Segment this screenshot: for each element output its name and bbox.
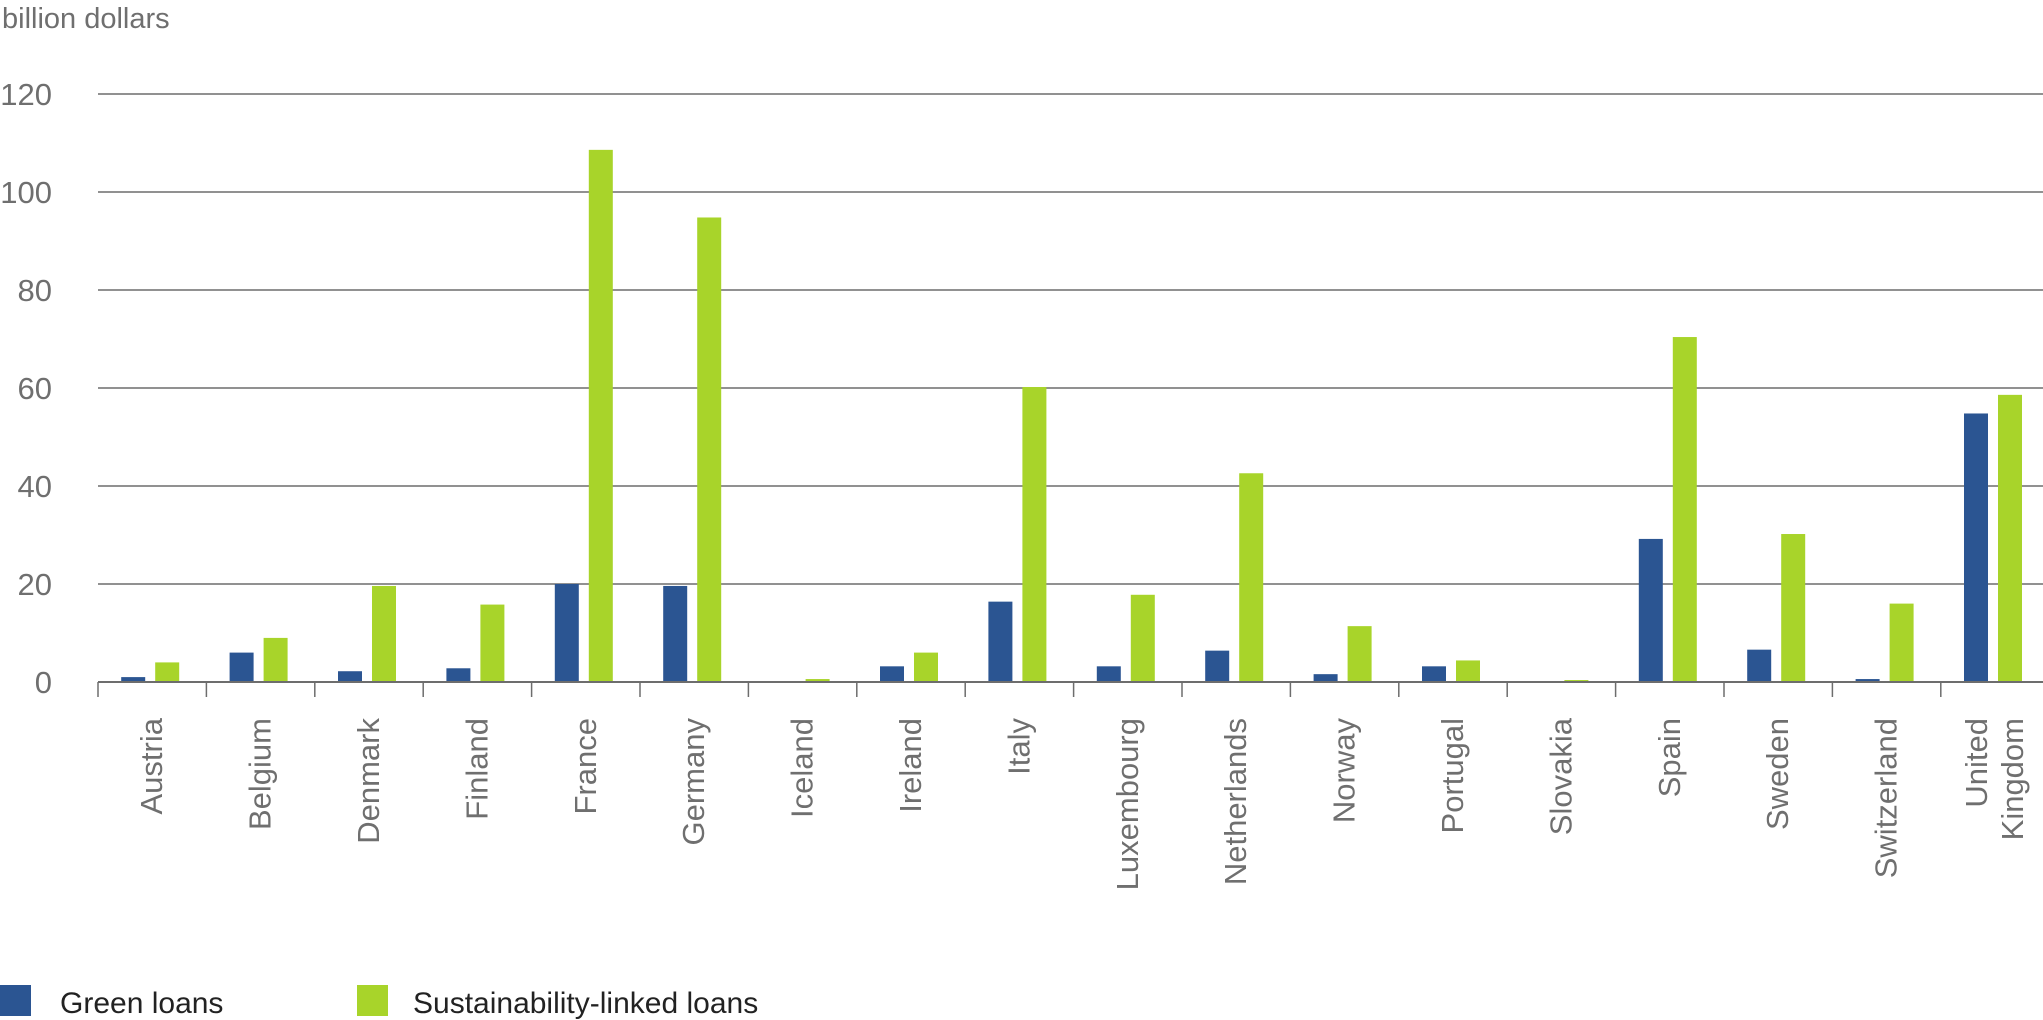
x-category-label: Luxembourg — [1110, 718, 1145, 890]
x-category-label-line: Sweden — [1760, 718, 1795, 830]
gridlines — [98, 93, 2043, 585]
bar-sustainability-linked-loans — [1672, 337, 1697, 682]
x-category-label: Ireland — [893, 718, 928, 813]
bar-green-loans — [988, 601, 1013, 682]
x-category-label-line: Luxembourg — [1110, 718, 1145, 890]
bars — [121, 149, 2022, 683]
bar-sustainability-linked-loans — [1130, 594, 1155, 682]
x-category-label: Belgium — [243, 718, 278, 830]
bar-green-loans — [554, 584, 579, 682]
x-category-label: Germany — [676, 718, 711, 846]
bar-sustainability-linked-loans — [1456, 660, 1480, 682]
bar-green-loans — [446, 668, 471, 682]
bar-sustainability-linked-loans — [1022, 387, 1047, 682]
bar-sustainability-linked-loans — [1347, 626, 1372, 682]
bar-green-loans — [338, 671, 362, 682]
bar-green-loans — [229, 652, 254, 682]
bar-green-loans — [121, 677, 146, 682]
bar-sustainability-linked-loans — [914, 652, 938, 682]
bar-green-loans — [1205, 650, 1230, 682]
x-category-label: Finland — [459, 718, 494, 820]
bar-green-loans — [880, 666, 904, 682]
legend-label: Green loans — [60, 987, 223, 1020]
x-category-label-line: Italy — [1001, 718, 1036, 775]
x-category-label: Portugal — [1435, 718, 1470, 833]
x-category-label: France — [568, 718, 603, 814]
x-category-label-line: Norway — [1327, 718, 1362, 824]
bar-sustainability-linked-loans — [372, 585, 396, 682]
x-category-label: Norway — [1327, 718, 1362, 824]
bar-sustainability-linked-loans — [263, 637, 288, 682]
legend-item: Green loans — [0, 985, 223, 1020]
bar-sustainability-linked-loans — [1889, 603, 1914, 682]
x-category-label-line: Finland — [459, 718, 494, 820]
y-tick-label: 20 — [18, 567, 52, 602]
y-axis-ticks: 0 20 40 60 80 100 120 — [0, 77, 52, 700]
bar-sustainability-linked-loans — [805, 679, 830, 682]
x-category-label: Italy — [1001, 718, 1036, 775]
x-category-label: Switzerland — [1869, 718, 1904, 878]
y-tick-label: 80 — [18, 273, 52, 308]
x-category-label: Austria — [134, 717, 169, 814]
legend-label: Sustainability-linked loans — [413, 987, 758, 1020]
bar-sustainability-linked-loans — [1998, 394, 2022, 682]
x-category-label-line: Germany — [676, 718, 711, 846]
x-category-label-line: Denmark — [351, 718, 386, 844]
x-axis-category-labels: Austria Belgium Denmark Finland France German… — [134, 717, 2030, 890]
bar-green-loans — [1855, 679, 1880, 682]
legend-item: Sustainability-linked loans — [357, 985, 758, 1020]
y-tick-label: 60 — [18, 371, 52, 406]
x-category-label-line: Netherlands — [1218, 718, 1253, 885]
bar-sustainability-linked-loans — [1781, 534, 1806, 682]
x-category-label: Slovakia — [1543, 717, 1578, 835]
bar-sustainability-linked-loans — [588, 149, 613, 683]
x-category-label-line: Ireland — [893, 718, 928, 813]
bar-green-loans — [1422, 666, 1446, 682]
x-category-label: Iceland — [785, 718, 820, 818]
bar-green-loans — [1313, 674, 1338, 682]
legend-swatch — [357, 985, 388, 1016]
bar-sustainability-linked-loans — [155, 662, 180, 682]
bar-sustainability-linked-loans — [480, 604, 505, 682]
bar-green-loans — [1638, 538, 1663, 682]
y-tick-label: 120 — [0, 77, 52, 112]
x-category-label-line: United — [1959, 718, 1994, 808]
bar-green-loans — [1747, 649, 1772, 682]
x-category-label: United Kingdom — [1959, 718, 2030, 840]
x-category-label-line: Iceland — [785, 718, 820, 818]
x-category-label-line: Belgium — [243, 718, 278, 830]
y-tick-label: 0 — [35, 665, 52, 700]
bar-green-loans — [1096, 666, 1121, 682]
x-axis — [97, 681, 2043, 697]
x-category-label: Netherlands — [1218, 718, 1253, 885]
legend: Green loans Sustainability-linked loans — [0, 985, 758, 1020]
x-category-label-line: Portugal — [1435, 718, 1470, 833]
y-tick-label: 40 — [18, 469, 52, 504]
x-category-label-line: Spain — [1652, 718, 1687, 797]
y-tick-label: 100 — [0, 175, 52, 210]
x-category-label-line: France — [568, 718, 603, 814]
bar-sustainability-linked-loans — [1239, 473, 1264, 682]
x-category-label: Denmark — [351, 718, 386, 844]
x-category-label-line: Slovakia — [1543, 717, 1578, 835]
x-category-label-line: Switzerland — [1869, 718, 1904, 878]
bar-green-loans — [663, 585, 688, 682]
legend-swatch — [0, 985, 31, 1016]
x-category-label: Sweden — [1760, 718, 1795, 830]
y-axis-title: billion dollars — [2, 3, 170, 35]
x-category-label-line: Kingdom — [1995, 718, 2030, 840]
x-category-label: Spain — [1652, 718, 1687, 797]
bar-green-loans — [1964, 413, 1988, 682]
x-category-label-line: Austria — [134, 717, 169, 814]
bar-sustainability-linked-loans — [697, 217, 722, 683]
